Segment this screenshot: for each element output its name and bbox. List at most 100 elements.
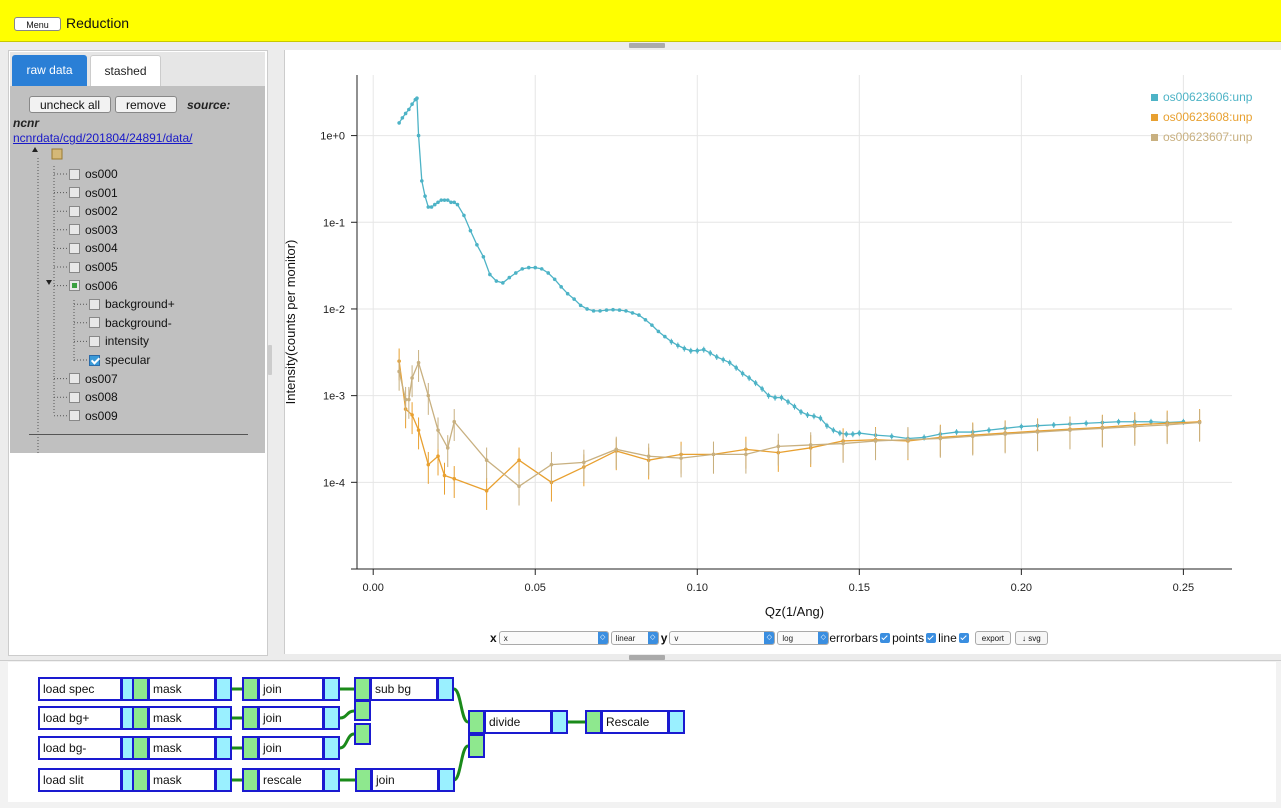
output-terminal[interactable] (215, 768, 232, 792)
data-point (712, 453, 716, 457)
tree-checkbox[interactable] (89, 299, 100, 310)
output-terminal[interactable] (323, 706, 340, 730)
input-terminal[interactable] (354, 677, 371, 701)
tree-checkbox[interactable] (69, 410, 80, 421)
output-terminal[interactable] (323, 768, 340, 792)
input-terminal[interactable] (132, 768, 149, 792)
module-rescale1[interactable]: rescale (258, 768, 324, 792)
tree-item-os003[interactable]: os003 (69, 222, 118, 238)
svg-download-button[interactable]: ↓ svg (1015, 631, 1048, 645)
input-terminal[interactable] (242, 706, 259, 730)
tree-item-backgroundplus[interactable]: background+ (89, 296, 175, 312)
tree-checkbox[interactable] (69, 187, 80, 198)
tree-checkbox[interactable] (69, 280, 80, 291)
points-checkbox[interactable] (926, 633, 936, 643)
tree-checkbox[interactable] (89, 317, 100, 328)
tree-item-label: intensity (105, 334, 149, 348)
data-point (614, 448, 618, 452)
data-point (1149, 420, 1153, 424)
module-join4[interactable]: join (371, 768, 439, 792)
tree-item-os007[interactable]: os007 (69, 371, 118, 387)
tree-checkbox[interactable] (69, 169, 80, 180)
legend-entry[interactable]: os00623607:unp (1163, 130, 1253, 144)
module-rescale2[interactable]: Rescale (601, 710, 669, 734)
module-load-bgp[interactable]: load bg+ (38, 706, 122, 730)
tree-checkbox[interactable] (69, 243, 80, 254)
input-terminal[interactable] (585, 710, 602, 734)
input-terminal[interactable] (354, 700, 371, 721)
legend-entry[interactable]: os00623606:unp (1163, 90, 1253, 104)
input-terminal[interactable] (132, 706, 149, 730)
tree-checkbox[interactable] (69, 262, 80, 273)
data-point (1101, 426, 1105, 430)
tree-item-os005[interactable]: os005 (69, 259, 118, 275)
tab-stashed[interactable]: stashed (90, 55, 161, 86)
input-terminal[interactable] (242, 768, 259, 792)
tree-checkbox[interactable] (69, 224, 80, 235)
menu-button[interactable]: Menu (14, 17, 61, 31)
module-mask3[interactable]: mask (148, 736, 216, 760)
input-terminal[interactable] (354, 723, 371, 745)
output-terminal[interactable] (215, 677, 232, 701)
data-point (841, 442, 845, 446)
tree-item-os002[interactable]: os002 (69, 203, 118, 219)
x-tick-label: 0.15 (849, 582, 870, 594)
tree-item-backgroundminus[interactable]: background- (89, 315, 172, 331)
tree-item-os004[interactable]: os004 (69, 240, 118, 256)
tree-item-specular[interactable]: specular (89, 352, 150, 368)
horizontal-split-handle[interactable] (629, 43, 665, 48)
module-sub-bg[interactable]: sub bg (370, 677, 438, 701)
data-point (452, 477, 456, 481)
y-column-select[interactable]: v ◇ (669, 631, 775, 645)
module-divide[interactable]: divide (484, 710, 552, 734)
tree-checkbox[interactable] (89, 355, 100, 366)
tree-item-os008[interactable]: os008 (69, 389, 118, 405)
output-terminal[interactable] (438, 768, 455, 792)
module-load-spec[interactable]: load spec (38, 677, 122, 701)
input-terminal[interactable] (468, 734, 485, 758)
module-join2[interactable]: join (258, 706, 324, 730)
line-checkbox[interactable] (959, 633, 969, 643)
tree-item-intensity[interactable]: intensity (89, 333, 149, 349)
tree-item-os000[interactable]: os000 (69, 166, 118, 182)
output-terminal[interactable] (215, 706, 232, 730)
module-mask2[interactable]: mask (148, 706, 216, 730)
input-terminal[interactable] (132, 677, 149, 701)
tree-checkbox[interactable] (69, 392, 80, 403)
output-terminal[interactable] (551, 710, 568, 734)
x-scale-select[interactable]: linear ◇ (611, 631, 659, 645)
tree-checkbox[interactable] (69, 373, 80, 384)
data-point (452, 420, 456, 424)
errorbars-checkbox[interactable] (880, 633, 890, 643)
x-column-select[interactable]: x ◇ (499, 631, 609, 645)
input-terminal[interactable] (132, 736, 149, 760)
y-scale-select[interactable]: log ◇ (777, 631, 829, 645)
tab-raw-data[interactable]: raw data (12, 55, 87, 86)
tree-item-os009[interactable]: os009 (69, 408, 118, 424)
module-load-slit[interactable]: load slit (38, 768, 122, 792)
output-terminal[interactable] (668, 710, 685, 734)
module-join3[interactable]: join (258, 736, 324, 760)
tree-item-os001[interactable]: os001 (69, 185, 118, 201)
module-join1[interactable]: join (258, 677, 324, 701)
tree-item-os006[interactable]: os006 (69, 278, 118, 294)
input-terminal[interactable] (242, 736, 259, 760)
output-terminal[interactable] (215, 736, 232, 760)
vertical-split-handle[interactable] (268, 345, 272, 375)
output-terminal[interactable] (323, 677, 340, 701)
data-point (747, 376, 751, 380)
input-terminal[interactable] (355, 768, 372, 792)
module-mask4[interactable]: mask (148, 768, 216, 792)
tree-divider (29, 434, 248, 435)
module-load-bgm[interactable]: load bg- (38, 736, 122, 760)
output-terminal[interactable] (323, 736, 340, 760)
output-terminal[interactable] (437, 677, 454, 701)
input-terminal[interactable] (242, 677, 259, 701)
data-point (754, 381, 758, 385)
tree-checkbox[interactable] (89, 336, 100, 347)
module-mask1[interactable]: mask (148, 677, 216, 701)
input-terminal[interactable] (468, 710, 485, 734)
tree-checkbox[interactable] (69, 206, 80, 217)
legend-entry[interactable]: os00623608:unp (1163, 110, 1253, 124)
export-button[interactable]: export (975, 631, 1011, 645)
